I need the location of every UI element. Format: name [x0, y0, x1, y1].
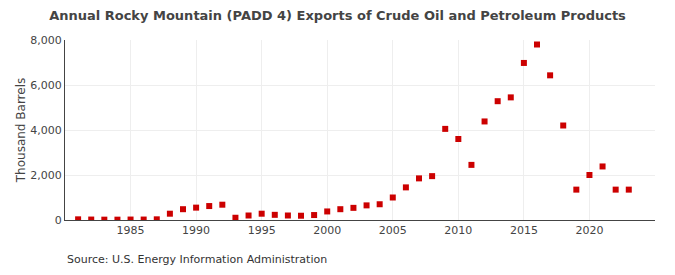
svg-text:1985: 1985: [117, 224, 145, 237]
svg-text:2010: 2010: [444, 224, 472, 237]
svg-text:Thousand Barrels: Thousand Barrels: [14, 78, 28, 183]
svg-text:6,000: 6,000: [30, 79, 62, 92]
svg-text:2005: 2005: [379, 224, 407, 237]
svg-text:2015: 2015: [510, 224, 538, 237]
svg-text:1995: 1995: [248, 224, 276, 237]
svg-text:2020: 2020: [575, 224, 603, 237]
svg-text:4,000: 4,000: [30, 124, 62, 137]
svg-text:2,000: 2,000: [30, 169, 62, 182]
svg-text:1990: 1990: [182, 224, 210, 237]
svg-text:2000: 2000: [313, 224, 341, 237]
svg-text:Source: U.S. Energy Informatio: Source: U.S. Energy Information Administ…: [67, 253, 327, 266]
svg-text:8,000: 8,000: [30, 34, 62, 47]
svg-text:Annual Rocky Mountain (PADD 4): Annual Rocky Mountain (PADD 4) Exports o…: [49, 8, 626, 23]
svg-text:0: 0: [55, 214, 62, 227]
